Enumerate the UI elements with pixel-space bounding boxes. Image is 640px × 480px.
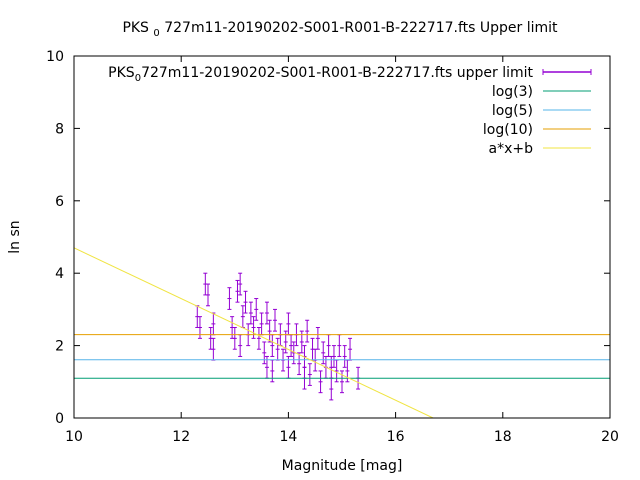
y-tick-label: 6 xyxy=(55,194,64,210)
data-point xyxy=(297,352,302,376)
axes: 10 12 14 16 18 20 0 2 4 6 8 10 xyxy=(46,49,619,445)
legend-label: log(3) xyxy=(492,84,533,100)
y-tick-label: 4 xyxy=(55,266,64,282)
chart-title-suffix: 727m11-20190202-S001-R001-B-222717.fts U… xyxy=(164,20,558,36)
data-point xyxy=(318,370,323,394)
chart-title-subscript: 0 xyxy=(153,28,159,39)
x-tick-label: 18 xyxy=(494,429,512,445)
legend-label: log(5) xyxy=(492,103,533,119)
data-point xyxy=(264,301,269,325)
data-point xyxy=(307,363,312,386)
legend: PKS0727m11-20190202-S001-R001-B-222717.f… xyxy=(108,65,592,157)
x-tick-label: 16 xyxy=(387,429,405,445)
data-point xyxy=(299,330,304,354)
data-point xyxy=(267,319,272,343)
plot-content xyxy=(74,247,610,418)
chart-title-prefix: PKS xyxy=(122,20,149,36)
x-tick-label: 14 xyxy=(279,429,297,445)
data-point xyxy=(273,308,277,332)
data-point xyxy=(248,301,253,325)
data-point xyxy=(342,345,347,368)
y-tick-label: 8 xyxy=(55,121,64,137)
data-point xyxy=(235,279,240,303)
legend-label-suffix: 727m11-20190202-S001-R001-B-222717.fts u… xyxy=(141,65,533,81)
y-tick-label: 10 xyxy=(46,49,64,65)
data-point xyxy=(254,298,259,321)
data-point xyxy=(232,327,237,350)
data-point xyxy=(227,287,232,310)
data-point xyxy=(256,327,261,350)
y-tick-label: 0 xyxy=(55,411,64,427)
x-tick-label: 12 xyxy=(172,429,190,445)
x-axis-label: Magnitude [mag] xyxy=(282,458,403,474)
legend-label: a*x+b xyxy=(489,141,534,157)
data-point xyxy=(315,327,320,350)
data-point xyxy=(270,334,275,357)
data-point xyxy=(238,272,243,296)
data-point xyxy=(206,283,210,307)
data-point xyxy=(305,319,310,343)
x-tick-label: 20 xyxy=(601,429,619,445)
plot-frame xyxy=(73,55,611,419)
legend-label: PKS0727m11-20190202-S001-R001-B-222717.f… xyxy=(108,65,533,84)
legend-label-prefix: PKS xyxy=(108,65,135,81)
y-axis-label: ln sn xyxy=(7,220,23,253)
legend-label-subscript: 0 xyxy=(135,73,141,84)
y-tick-label: 2 xyxy=(55,339,64,355)
x-tick-label: 10 xyxy=(65,429,83,445)
fit-line xyxy=(74,247,434,418)
chart-title: PKS 0 727m11-20190202-S001-R001-B-222717… xyxy=(122,20,558,40)
legend-label: log(10) xyxy=(483,122,533,138)
data-point xyxy=(243,290,248,314)
